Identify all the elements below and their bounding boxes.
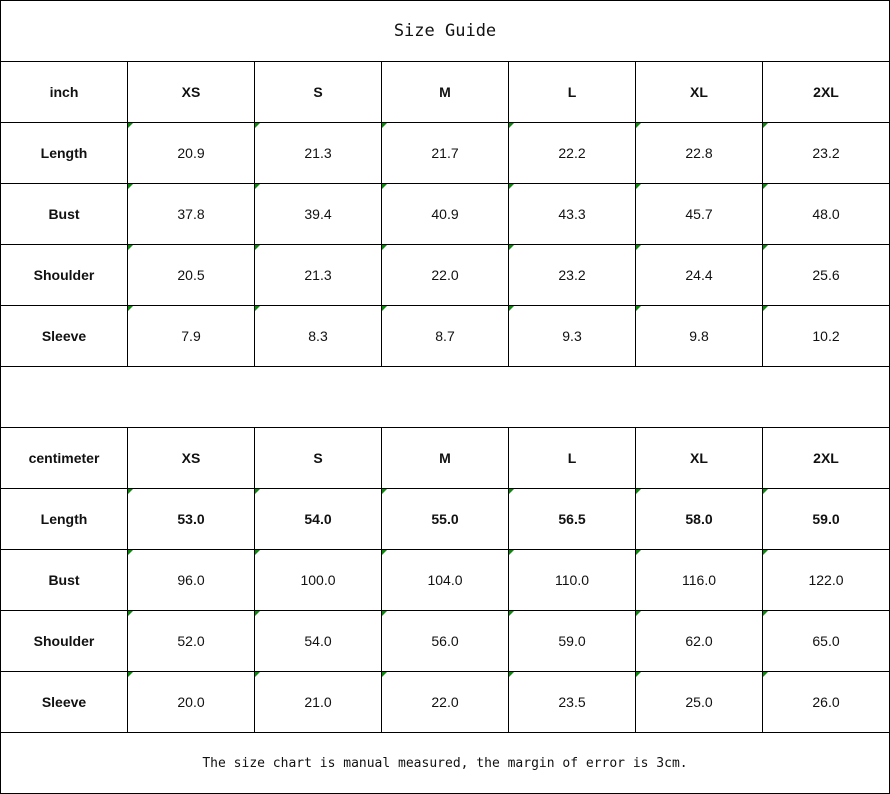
cm-header-row: centimeter XS S M L XL 2XL — [0, 427, 890, 489]
value-cell: 9.3 — [508, 305, 636, 367]
value-cell: 23.2 — [762, 122, 890, 184]
title-row: Size Guide — [0, 0, 890, 62]
value-cell: 21.3 — [254, 244, 382, 306]
note-row: The size chart is manual measured, the m… — [0, 732, 890, 794]
size-header-2xl: 2XL — [762, 61, 890, 123]
size-header-m: M — [381, 427, 509, 489]
value-cell: 22.8 — [635, 122, 763, 184]
inch-header-row: inch XS S M L XL 2XL — [0, 61, 890, 123]
value-cell: 23.2 — [508, 244, 636, 306]
size-header-xl: XL — [635, 61, 763, 123]
value-cell: 8.7 — [381, 305, 509, 367]
value-cell: 8.3 — [254, 305, 382, 367]
value-cell: 26.0 — [762, 671, 890, 733]
value-cell: 45.7 — [635, 183, 763, 245]
value-cell: 54.0 — [254, 610, 382, 672]
value-cell: 20.9 — [127, 122, 255, 184]
value-cell: 21.0 — [254, 671, 382, 733]
measure-label: Sleeve — [0, 305, 128, 367]
measure-label: Bust — [0, 183, 128, 245]
value-cell: 65.0 — [762, 610, 890, 672]
value-cell: 21.7 — [381, 122, 509, 184]
value-cell: 100.0 — [254, 549, 382, 611]
value-cell: 52.0 — [127, 610, 255, 672]
value-cell: 7.9 — [127, 305, 255, 367]
value-cell: 104.0 — [381, 549, 509, 611]
table-row: Bust 37.8 39.4 40.9 43.3 45.7 48.0 — [0, 183, 890, 245]
size-header-m: M — [381, 61, 509, 123]
value-cell: 55.0 — [381, 488, 509, 550]
value-cell: 25.0 — [635, 671, 763, 733]
value-cell: 22.0 — [381, 244, 509, 306]
value-cell: 59.0 — [762, 488, 890, 550]
value-cell: 122.0 — [762, 549, 890, 611]
table-row: Shoulder 20.5 21.3 22.0 23.2 24.4 25.6 — [0, 244, 890, 306]
table-row: Sleeve 7.9 8.3 8.7 9.3 9.8 10.2 — [0, 305, 890, 367]
value-cell: 62.0 — [635, 610, 763, 672]
value-cell: 20.5 — [127, 244, 255, 306]
value-cell: 96.0 — [127, 549, 255, 611]
size-header-s: S — [254, 61, 382, 123]
value-cell: 9.8 — [635, 305, 763, 367]
page-title: Size Guide — [0, 0, 890, 62]
value-cell: 54.0 — [254, 488, 382, 550]
blank-cell — [0, 366, 890, 428]
measure-label: Length — [0, 488, 128, 550]
measure-label: Sleeve — [0, 671, 128, 733]
value-cell: 59.0 — [508, 610, 636, 672]
value-cell: 25.6 — [762, 244, 890, 306]
unit-header: inch — [0, 61, 128, 123]
measure-label: Length — [0, 122, 128, 184]
value-cell: 56.5 — [508, 488, 636, 550]
table-row: Shoulder 52.0 54.0 56.0 59.0 62.0 65.0 — [0, 610, 890, 672]
size-header-l: L — [508, 61, 636, 123]
value-cell: 22.2 — [508, 122, 636, 184]
value-cell: 23.5 — [508, 671, 636, 733]
measure-label: Shoulder — [0, 610, 128, 672]
unit-header: centimeter — [0, 427, 128, 489]
value-cell: 48.0 — [762, 183, 890, 245]
value-cell: 21.3 — [254, 122, 382, 184]
value-cell: 58.0 — [635, 488, 763, 550]
value-cell: 110.0 — [508, 549, 636, 611]
size-header-xl: XL — [635, 427, 763, 489]
value-cell: 56.0 — [381, 610, 509, 672]
measure-label: Bust — [0, 549, 128, 611]
value-cell: 116.0 — [635, 549, 763, 611]
value-cell: 10.2 — [762, 305, 890, 367]
value-cell: 39.4 — [254, 183, 382, 245]
value-cell: 43.3 — [508, 183, 636, 245]
table-row: Length 53.0 54.0 55.0 56.5 58.0 59.0 — [0, 488, 890, 550]
value-cell: 40.9 — [381, 183, 509, 245]
table-row: Length 20.9 21.3 21.7 22.2 22.8 23.2 — [0, 122, 890, 184]
size-header-2xl: 2XL — [762, 427, 890, 489]
size-header-l: L — [508, 427, 636, 489]
table-row: Sleeve 20.0 21.0 22.0 23.5 25.0 26.0 — [0, 671, 890, 733]
size-header-s: S — [254, 427, 382, 489]
value-cell: 24.4 — [635, 244, 763, 306]
table-row: Bust 96.0 100.0 104.0 110.0 116.0 122.0 — [0, 549, 890, 611]
measure-label: Shoulder — [0, 244, 128, 306]
value-cell: 53.0 — [127, 488, 255, 550]
measurement-note: The size chart is manual measured, the m… — [0, 732, 890, 794]
value-cell: 22.0 — [381, 671, 509, 733]
size-header-xs: XS — [127, 61, 255, 123]
value-cell: 37.8 — [127, 183, 255, 245]
size-header-xs: XS — [127, 427, 255, 489]
spacer-row — [0, 366, 890, 428]
value-cell: 20.0 — [127, 671, 255, 733]
